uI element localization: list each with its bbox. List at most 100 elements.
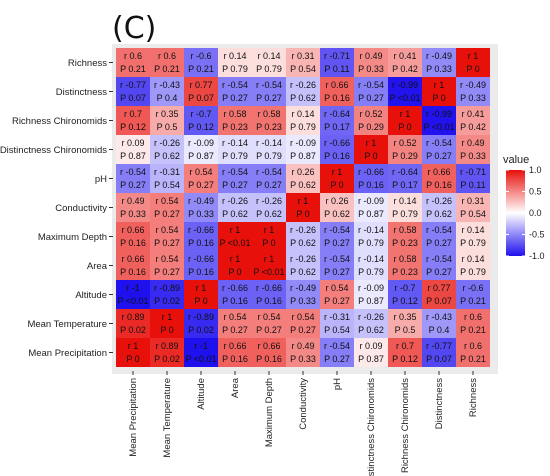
- cell-p-label: P 0.33: [188, 209, 214, 219]
- cell-p-label: P 0.21: [154, 64, 180, 74]
- cell-p-label: P 0.07: [426, 354, 452, 364]
- cell-p-label: P 0.4: [429, 325, 450, 335]
- cell-p-label: P 0.62: [290, 238, 316, 248]
- cell-r-label: r -0.71: [460, 167, 486, 177]
- heatmap-cell: [456, 77, 490, 106]
- cell-p-label: P 0.21: [120, 64, 146, 74]
- cell-r-label: r -0.43: [426, 312, 452, 322]
- cell-p-label: P 0: [296, 209, 309, 219]
- cell-r-label: r 0.66: [121, 225, 144, 235]
- cell-p-label: P 0: [466, 64, 479, 74]
- heatmap-cell: [252, 77, 286, 106]
- heatmap-cell: [422, 77, 456, 106]
- cell-r-label: r -0.6: [462, 283, 483, 293]
- heatmap-cell: [388, 48, 422, 77]
- cell-p-label: P 0.62: [222, 209, 248, 219]
- heatmap-cell: [252, 309, 286, 338]
- heatmap-cell: [388, 280, 422, 309]
- column-label: Distinctness: [434, 378, 445, 429]
- heatmap-cell: [184, 251, 218, 280]
- cell-p-label: P 0.29: [358, 122, 384, 132]
- cell-p-label: P 0.16: [120, 267, 146, 277]
- heatmap-cell: [218, 77, 252, 106]
- heatmap-cell: [286, 135, 320, 164]
- legend-tick-label: 1.0: [529, 165, 542, 175]
- cell-r-label: r -0.99: [392, 80, 418, 90]
- cell-p-label: P 0.16: [222, 354, 248, 364]
- row-labels: Richness Distinctness Richness Chironomids…: [0, 58, 113, 359]
- heatmap-cell: [218, 135, 252, 164]
- heatmap-cell: [354, 251, 388, 280]
- cell-p-label: P 0.02: [120, 325, 146, 335]
- heatmap-cell: [184, 222, 218, 251]
- legend-colorbar: [506, 170, 525, 256]
- heatmap-cell: [116, 106, 150, 135]
- cell-p-label: P 0: [432, 93, 445, 103]
- cell-r-label: r 0.66: [427, 167, 450, 177]
- cell-p-label: P 0.21: [188, 64, 214, 74]
- cell-r-label: r -0.54: [426, 254, 452, 264]
- cell-r-label: r 1: [230, 254, 241, 264]
- cell-r-label: r 0.09: [121, 138, 144, 148]
- cell-p-label: P 0.62: [290, 93, 316, 103]
- heatmap-cell: [456, 193, 490, 222]
- cell-p-label: P 0.4: [157, 93, 178, 103]
- cell-p-label: P 0.33: [290, 296, 316, 306]
- cell-r-label: r 0.6: [124, 51, 142, 61]
- cell-r-label: r 1: [162, 312, 173, 322]
- column-label: Altitude: [196, 378, 207, 410]
- cell-p-label: P <0.01: [219, 238, 250, 248]
- cell-p-label: P 0.02: [154, 296, 180, 306]
- cell-p-label: P 0.87: [358, 296, 384, 306]
- heatmap-cell: [320, 106, 354, 135]
- cell-p-label: P 0.79: [358, 267, 384, 277]
- heatmap-cell: [252, 222, 286, 251]
- cell-r-label: r 1: [128, 341, 139, 351]
- cell-r-label: r 0.6: [464, 312, 482, 322]
- cell-p-label: P 0.62: [426, 209, 452, 219]
- cell-r-label: r -0.66: [188, 225, 214, 235]
- heatmap-cell: [150, 280, 184, 309]
- cell-p-label: P 0: [262, 238, 275, 248]
- heatmap-cell: [286, 77, 320, 106]
- cell-p-label: P 0.79: [256, 64, 282, 74]
- column-label: Richness: [468, 378, 479, 417]
- cell-r-label: r -0.64: [324, 109, 350, 119]
- heatmap-cell: [116, 193, 150, 222]
- heatmap-cell: [320, 338, 354, 367]
- heatmap-cell: [150, 309, 184, 338]
- heatmap-cell: [320, 164, 354, 193]
- heatmap-cell: [286, 164, 320, 193]
- cell-r-label: r -0.89: [154, 283, 180, 293]
- heatmap-cell: [286, 309, 320, 338]
- cell-p-label: P 0.62: [256, 209, 282, 219]
- cell-p-label: P 0: [126, 354, 139, 364]
- heatmap-cell: [286, 222, 320, 251]
- heatmap-cell: [388, 135, 422, 164]
- heatmap-cell: [184, 338, 218, 367]
- cell-r-label: r 1: [264, 254, 275, 264]
- cell-p-label: P 0.5: [157, 122, 178, 132]
- cell-p-label: P 0: [398, 122, 411, 132]
- cell-p-label: P 0.33: [358, 64, 384, 74]
- cell-r-label: r 0.52: [359, 109, 382, 119]
- heatmap-cell: [456, 48, 490, 77]
- cell-r-label: r -0.77: [120, 80, 146, 90]
- cell-p-label: P 0.27: [256, 180, 282, 190]
- cell-r-label: r -0.26: [290, 80, 316, 90]
- heatmap-cell: [422, 193, 456, 222]
- cell-r-label: r 0.14: [461, 225, 484, 235]
- cell-p-label: P 0.27: [188, 180, 214, 190]
- cell-r-label: r 0.54: [325, 283, 348, 293]
- cell-r-label: r 0.7: [124, 109, 142, 119]
- cell-p-label: P 0.87: [188, 151, 214, 161]
- cell-p-label: P 0.27: [358, 93, 384, 103]
- column-label: Maximum Depth: [264, 378, 275, 447]
- cell-p-label: P 0.02: [154, 354, 180, 364]
- cell-r-label: r 1: [298, 196, 309, 206]
- row-label: Area: [87, 261, 108, 272]
- heatmap-cell: [456, 164, 490, 193]
- heatmap-cell: [320, 193, 354, 222]
- cell-r-label: r -0.31: [324, 312, 350, 322]
- cell-r-label: r 0.31: [291, 51, 314, 61]
